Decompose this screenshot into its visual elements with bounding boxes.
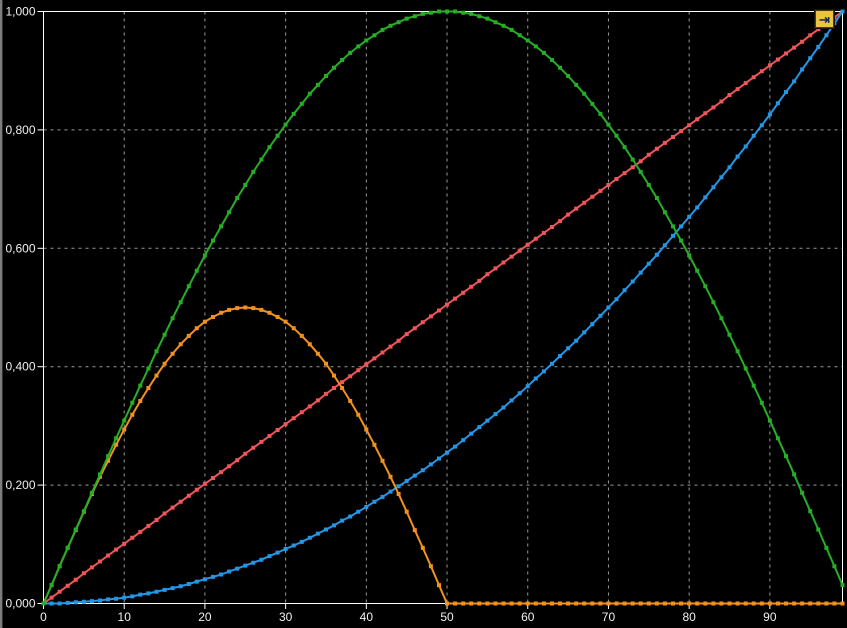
arrow-to-end-icon: ⇥: [819, 11, 830, 27]
series-linear-ramp: [41, 9, 845, 606]
series-quadratic-curve-line: [43, 10, 844, 605]
x-tick-label: 30: [279, 610, 293, 624]
x-tick-label: 60: [521, 610, 535, 624]
window-left-edge: [0, 0, 3, 628]
series-half-sine-lobe-line: [42, 306, 843, 605]
x-tick-label: 90: [763, 610, 777, 624]
tick-marks: [37, 11, 771, 609]
x-tick-label: 50: [440, 610, 454, 624]
series-quadratic-curve: [41, 9, 845, 606]
y-tick-label: 0,600: [5, 241, 35, 255]
y-tick-label: 0,200: [5, 478, 35, 492]
x-tick-label: 20: [198, 610, 212, 624]
x-tick-label: 70: [602, 610, 616, 624]
tick-labels: 0 10 20 30 40 50 60 70 80 90 0,000 0,200 0,400 0,600 0…: [5, 5, 776, 625]
y-tick-label: 0,000: [5, 597, 35, 611]
y-tick-label: 1,000: [5, 5, 35, 19]
x-tick-label: 80: [682, 610, 696, 624]
series-sine-arch-line: [42, 10, 844, 604]
series-linear-ramp-line: [42, 10, 844, 605]
x-tick-label: 10: [118, 610, 132, 624]
y-tick-label: 0,800: [5, 123, 35, 137]
scroll-to-end-button[interactable]: ⇥: [815, 10, 834, 28]
x-tick-label: 40: [360, 610, 374, 624]
y-tick-label: 0,400: [5, 360, 35, 374]
series-half-sine-lobe: [41, 305, 845, 606]
series-sine-arch: [41, 9, 845, 606]
x-tick-label: 0: [40, 610, 47, 624]
